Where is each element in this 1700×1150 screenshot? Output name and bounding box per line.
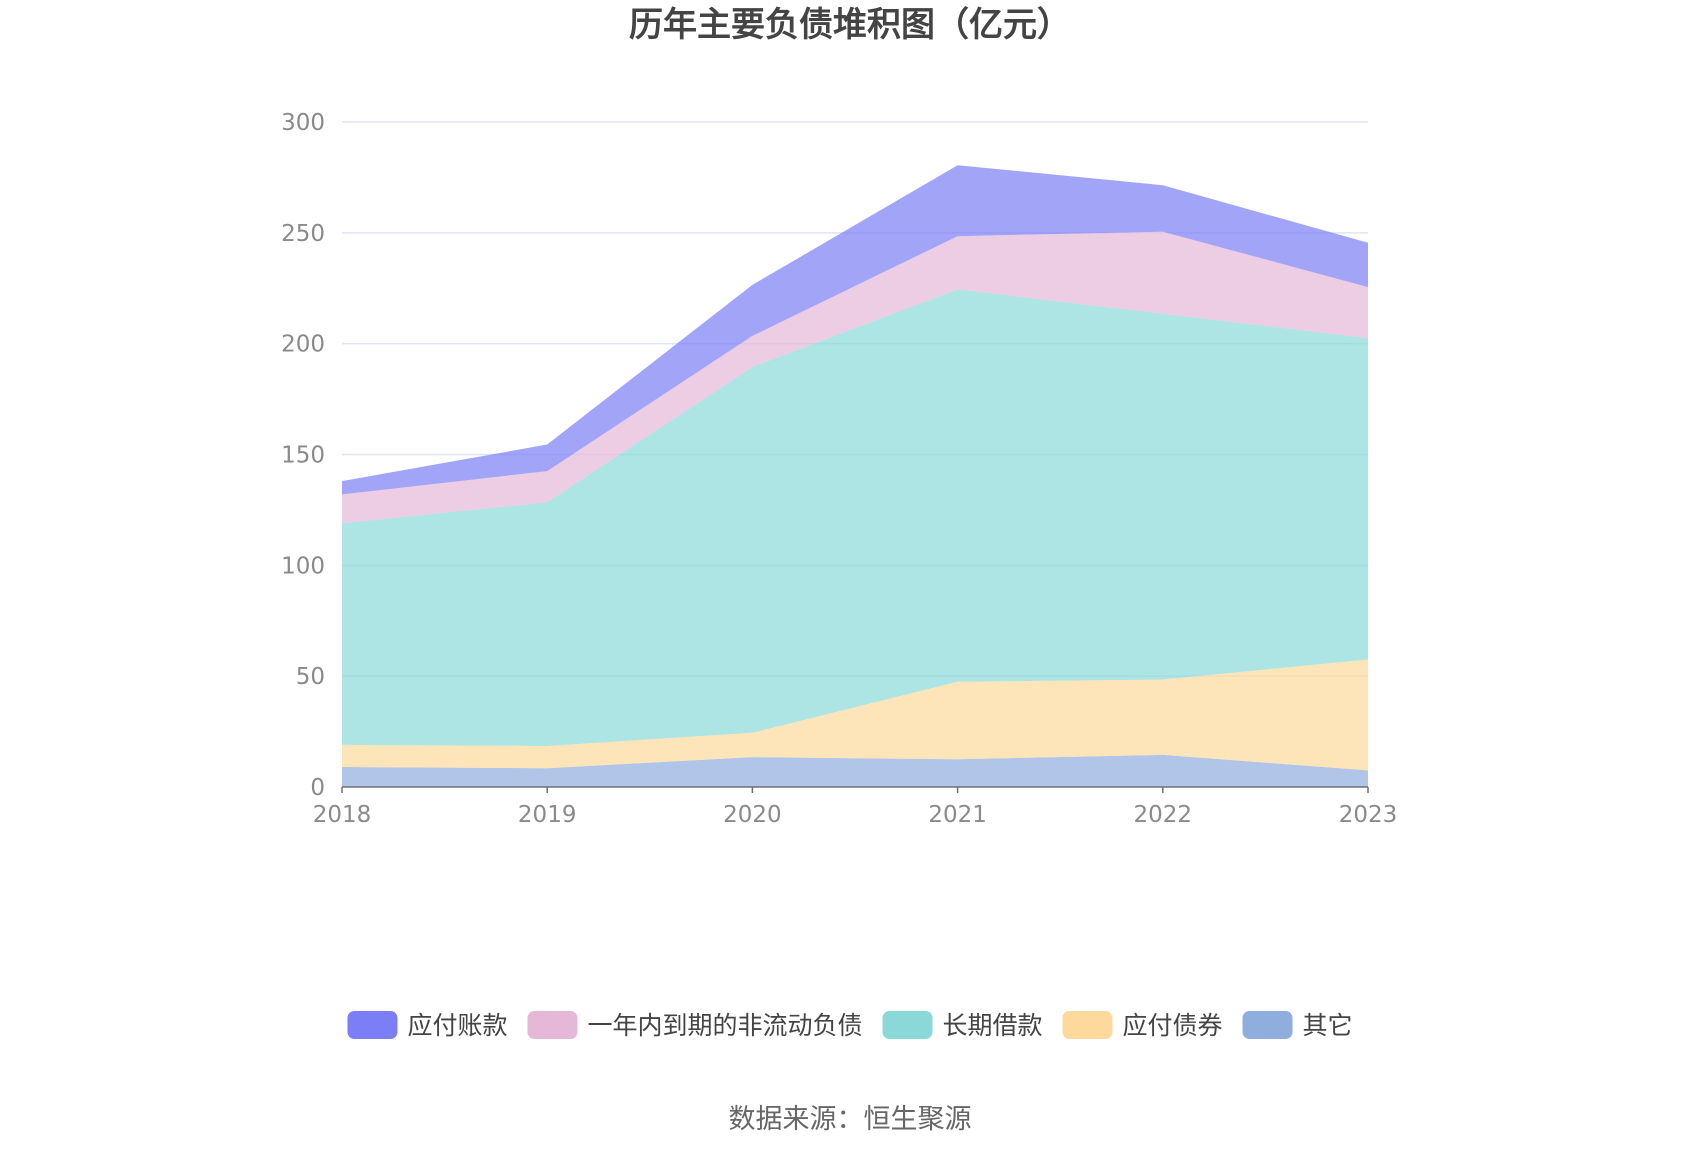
y-tick-label: 150 <box>281 443 325 469</box>
legend-item[interactable]: 应付债券 <box>1062 1011 1223 1040</box>
legend-label: 应付账款 <box>407 1011 507 1040</box>
axes: 0 50 100 150 200 250 300 2018 2019 2020 2021 2022 20… <box>281 110 1397 828</box>
legend-swatch <box>1242 1011 1293 1039</box>
area-series-4 <box>342 165 1368 495</box>
chart-title: 历年主要负债堆积图（亿元） <box>629 5 1071 45</box>
x-tick-label: 2020 <box>723 802 782 828</box>
y-tick-label: 300 <box>281 110 325 136</box>
legend-label: 应付债券 <box>1123 1011 1223 1040</box>
legend-item[interactable]: 应付账款 <box>347 1011 507 1040</box>
area-series-3 <box>342 231 1368 524</box>
y-tick-label: 0 <box>310 775 325 801</box>
legend-item[interactable]: 一年内到期的非流动负债 <box>527 1011 862 1040</box>
x-tick-label: 2018 <box>313 802 372 828</box>
area-series-0 <box>342 754 1368 787</box>
legend-swatch <box>1062 1011 1113 1039</box>
legend-label: 一年内到期的非流动负债 <box>587 1011 862 1040</box>
area-series-1 <box>342 659 1368 771</box>
y-tick-label: 250 <box>281 221 325 247</box>
legend: 应付账款 一年内到期的非流动负债 长期借款 应付债券 其它 <box>347 1011 1353 1040</box>
legend-label: 其它 <box>1303 1011 1353 1040</box>
x-tick-label: 2023 <box>1339 802 1398 828</box>
legend-swatch <box>527 1011 578 1039</box>
y-tick-label: 50 <box>296 664 325 690</box>
legend-swatch <box>347 1011 398 1039</box>
legend-label: 长期借款 <box>942 1011 1042 1040</box>
area-series <box>342 165 1368 787</box>
x-tick-label: 2019 <box>518 802 577 828</box>
area-series-2 <box>342 289 1368 746</box>
x-tick-label: 2022 <box>1134 802 1193 828</box>
y-tick-label: 100 <box>281 553 325 579</box>
legend-item[interactable]: 长期借款 <box>882 1011 1043 1040</box>
data-source: 数据来源：恒生聚源 <box>729 1104 972 1135</box>
legend-swatch <box>882 1011 933 1039</box>
y-tick-label: 200 <box>281 332 325 358</box>
legend-item[interactable]: 其它 <box>1242 1011 1353 1040</box>
x-tick-label: 2021 <box>928 802 987 828</box>
